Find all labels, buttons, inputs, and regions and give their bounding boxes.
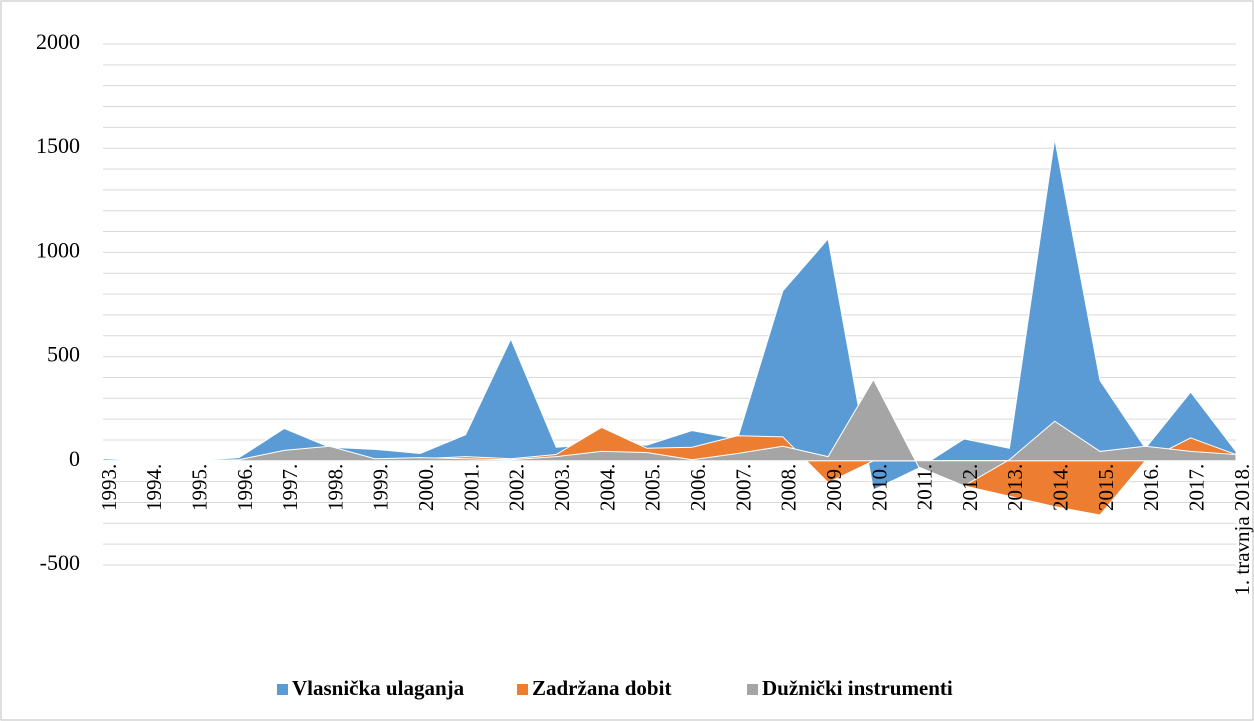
x-tick-label: 1993. xyxy=(97,464,121,511)
x-tick-label: 2011. xyxy=(913,464,937,510)
x-tick-label: 1998. xyxy=(323,464,347,511)
legend-swatch xyxy=(277,684,288,695)
legend-label: Dužnički instrumenti xyxy=(762,676,953,700)
x-tick-label: 1997. xyxy=(278,464,302,511)
labels: -500 0 500 1000 1500 2000 1993. 1994. 1995. 1996.… xyxy=(36,29,1254,596)
x-tick-label: 2016. xyxy=(1139,464,1163,511)
y-tick-label: 1500 xyxy=(36,133,80,158)
y-tick-label: -500 xyxy=(40,550,80,575)
x-tick-label: 2001. xyxy=(459,464,483,511)
x-tick-label: 2009. xyxy=(822,464,846,511)
x-tick-label: 2000. xyxy=(414,464,438,511)
x-tick-label: 2015. xyxy=(1094,464,1118,511)
x-tick-label: 2004. xyxy=(595,464,619,511)
y-tick-label: 500 xyxy=(47,342,80,367)
x-tick-label: 2014. xyxy=(1049,464,1073,511)
y-tick-label: 2000 xyxy=(36,29,80,54)
x-tick-label: 2005. xyxy=(641,464,665,511)
legend-label: Zadržana dobit xyxy=(532,676,671,700)
x-tick-label: 2010. xyxy=(867,464,891,511)
area xyxy=(103,378,1237,487)
x-tick-label: 1999. xyxy=(369,464,393,511)
x-tick-label: 2013. xyxy=(1003,464,1027,511)
y-tick-label: 0 xyxy=(69,446,80,471)
x-tick-label: 1996. xyxy=(233,464,257,511)
legend-label: Vlasnička ulaganja xyxy=(292,676,465,700)
x-tick-label: 2002. xyxy=(505,464,529,511)
legend-swatch xyxy=(517,684,528,695)
x-tick-label: 1. travnja 2018. xyxy=(1230,464,1254,596)
x-tick-label: 2006. xyxy=(686,464,710,511)
y-tick-label: 1000 xyxy=(36,237,80,262)
x-tick-label: 1994. xyxy=(142,464,166,511)
x-tick-label: 2007. xyxy=(731,464,755,511)
legend-swatch xyxy=(747,684,758,695)
areas xyxy=(102,138,1237,516)
x-tick-label: 2012. xyxy=(958,464,982,511)
x-tick-label: 1995. xyxy=(187,464,211,511)
x-tick-label: 2003. xyxy=(550,464,574,511)
x-tick-label: 2017. xyxy=(1184,464,1208,511)
x-tick-label: 2008. xyxy=(777,464,801,511)
legend: Vlasnička ulaganja Zadržana dobit Dužnički… xyxy=(277,676,953,700)
